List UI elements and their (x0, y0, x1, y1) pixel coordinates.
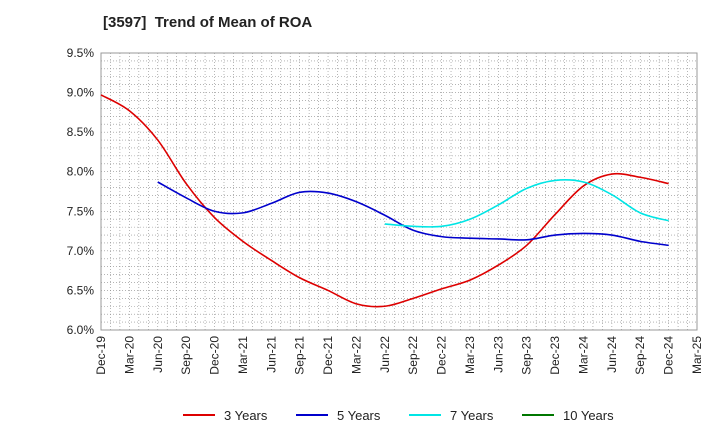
y-tick-label: 8.5% (67, 125, 95, 139)
x-tick-label: Dec-22 (435, 336, 449, 375)
x-tick-label: Mar-24 (576, 336, 590, 374)
legend-label: 7 Years (450, 408, 494, 423)
grid-lines (101, 53, 697, 330)
x-tick-label: Jun-21 (264, 336, 278, 373)
x-tick-label: Sep-24 (633, 336, 647, 375)
x-tick-label: Mar-25 (690, 336, 704, 374)
x-tick-label: Jun-23 (491, 336, 505, 373)
x-tick-label: Dec-24 (662, 336, 676, 375)
y-tick-label: 9.0% (67, 86, 95, 100)
series-line-5-years (157, 181, 669, 247)
x-tick-label: Dec-21 (321, 336, 335, 375)
legend: 3 Years 5 Years 7 Years 10 Years (183, 408, 614, 423)
x-tick-label: Dec-19 (94, 336, 108, 375)
y-tick-label: 6.5% (67, 283, 95, 297)
x-tick-label: Mar-22 (349, 336, 363, 374)
x-tick-label: Sep-23 (520, 336, 534, 375)
series-line-3-years (100, 94, 669, 308)
x-tick-label: Jun-24 (605, 336, 619, 373)
legend-label: 10 Years (563, 408, 614, 423)
x-tick-label: Sep-21 (293, 336, 307, 375)
legend-label: 3 Years (224, 408, 268, 423)
series-line-7-years (384, 179, 669, 228)
x-tick-label: Jun-22 (378, 336, 392, 373)
x-tick-label: Jun-20 (151, 336, 165, 373)
x-tick-label: Sep-20 (179, 336, 193, 375)
chart-title: [3597] Trend of Mean of ROA (103, 14, 313, 31)
y-tick-label: 7.0% (67, 244, 95, 258)
y-tick-label: 6.0% (67, 323, 95, 337)
x-tick-label: Sep-22 (406, 336, 420, 375)
x-axis-ticks: Dec-19 Mar-20 Jun-20 Sep-20 Dec-20 Mar-21 Jun-… (94, 336, 704, 375)
x-tick-label: Dec-20 (208, 336, 222, 375)
y-tick-label: 8.0% (67, 165, 95, 179)
plot-frame (100, 52, 698, 331)
y-axis-ticks: 6.0% 6.5% 7.0% 7.5% 8.0% 8.5% 9.0% 9.5% (67, 46, 95, 337)
y-tick-label: 9.5% (67, 46, 95, 60)
x-tick-label: Mar-21 (236, 336, 250, 374)
x-tick-label: Dec-23 (548, 336, 562, 375)
legend-label: 5 Years (337, 408, 381, 423)
series-layer (100, 94, 669, 308)
x-tick-label: Mar-23 (463, 336, 477, 374)
x-tick-label: Mar-20 (122, 336, 136, 374)
y-tick-label: 7.5% (67, 204, 95, 218)
